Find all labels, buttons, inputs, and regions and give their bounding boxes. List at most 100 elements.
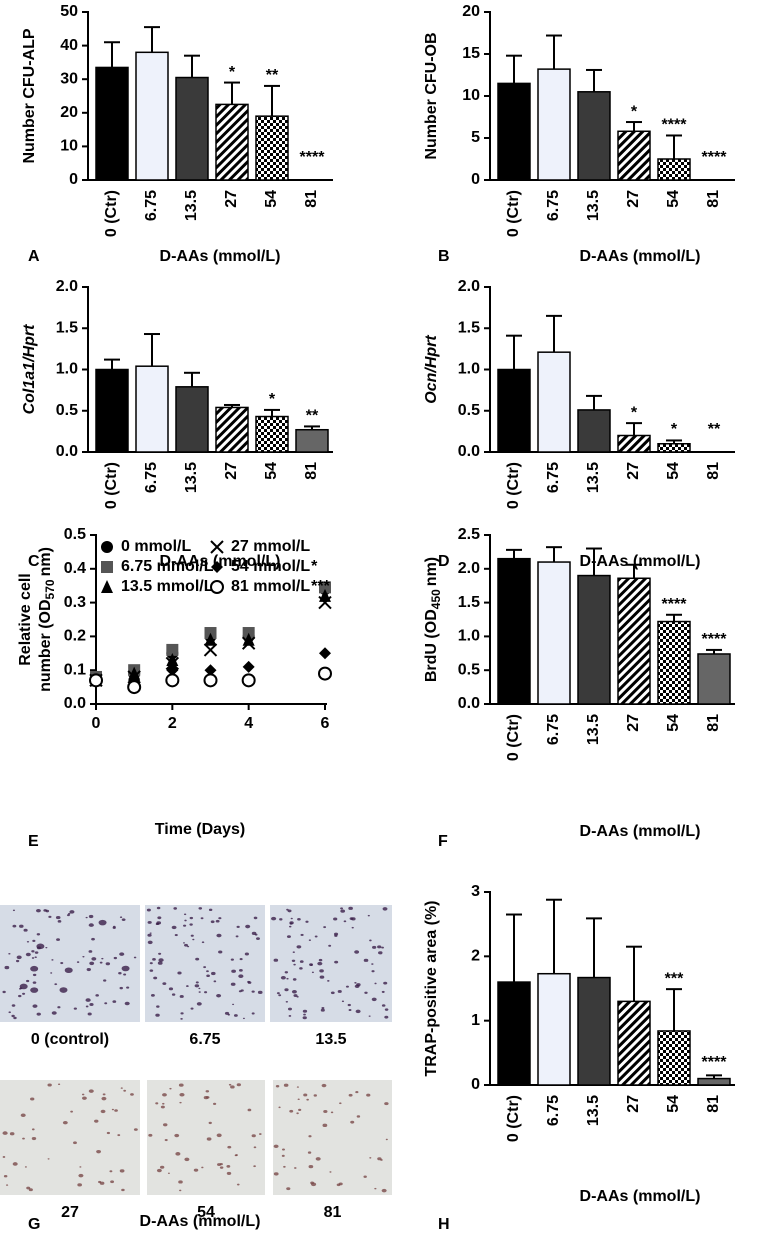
image-caption: 6.75 [189, 1031, 220, 1048]
stained-cell [149, 969, 154, 972]
x-axis-label: D-AAs (mmol/L) [140, 1213, 261, 1230]
stained-cell [180, 1012, 184, 1015]
stained-cell [156, 921, 162, 925]
stained-cell [89, 961, 95, 966]
stained-cell [36, 1012, 41, 1016]
stained-cell [158, 952, 162, 955]
x-tick-label: 0 [92, 715, 101, 732]
x-tick-label: 6.75 [143, 462, 160, 493]
stained-cell [318, 958, 323, 962]
stained-cell [182, 942, 186, 944]
stained-cell [278, 1106, 281, 1109]
stained-cell [22, 1137, 25, 1140]
bar [697, 1077, 731, 1086]
stained-cell [30, 965, 39, 972]
stained-cell [381, 990, 385, 993]
x-tick-label: 6.75 [545, 190, 562, 221]
stained-cell [201, 941, 205, 944]
stained-cell [329, 1171, 332, 1173]
stained-cell [253, 1165, 256, 1168]
stained-cell [351, 926, 354, 929]
stained-cell [348, 1093, 353, 1097]
stained-cell [345, 985, 349, 988]
stained-cell [195, 957, 200, 961]
stained-cell [91, 957, 97, 961]
y-axis-label: number (OD570 nm) [37, 547, 57, 692]
y-axis-label-part: 450 [429, 589, 443, 609]
stained-cell [383, 981, 388, 985]
stained-cell [62, 1121, 68, 1125]
stained-cell [180, 1017, 183, 1020]
y-tick-label: 2.0 [458, 560, 480, 577]
stained-cell [47, 1158, 50, 1160]
stained-cell [371, 970, 375, 973]
stained-cell [238, 990, 242, 993]
x-tick-label: 0 (Ctr) [505, 1095, 522, 1142]
stained-cell [60, 961, 64, 965]
stained-cell [216, 933, 222, 938]
x-tick-label: 54 [665, 462, 682, 480]
stained-cell [150, 994, 155, 997]
point [166, 643, 179, 656]
stained-cell [258, 1133, 262, 1135]
bar [617, 1000, 651, 1086]
point [241, 636, 256, 650]
stained-cell [184, 919, 187, 922]
stained-cell [371, 997, 377, 1002]
stained-cell [19, 924, 24, 928]
y-tick-label: 1 [471, 1012, 480, 1029]
stained-cell [112, 1000, 117, 1003]
stained-cell [160, 1105, 165, 1109]
stained-cell [189, 923, 193, 926]
legend-label: 54 mmol/L [231, 558, 310, 575]
point [204, 632, 217, 646]
stained-cell [291, 990, 297, 994]
stained-cell [239, 968, 243, 972]
y-axis-label: Relative cell [17, 573, 34, 666]
stained-cell [283, 1083, 289, 1087]
x-axis-label: Time (Days) [155, 821, 245, 838]
point [203, 643, 218, 657]
stained-cell [147, 920, 152, 924]
stained-cell [31, 1128, 35, 1131]
bar [657, 443, 691, 453]
panel-letter: E [28, 833, 39, 850]
stained-cell [3, 1174, 8, 1178]
image-caption: 0 (control) [31, 1031, 109, 1048]
point [128, 666, 141, 680]
point [319, 647, 331, 660]
stained-cell [169, 1087, 172, 1090]
stained-cell [235, 935, 239, 938]
stained-cell [333, 917, 338, 921]
stained-cell [78, 1173, 84, 1178]
image-caption: 54 [197, 1204, 215, 1221]
stained-cell [328, 944, 332, 947]
stained-cell [36, 933, 41, 936]
bar [697, 653, 731, 705]
legend-label: 27 mmol/L [231, 538, 310, 555]
stained-cell [226, 1171, 232, 1175]
bar [497, 368, 531, 453]
stained-cell [102, 1093, 106, 1096]
stained-cell [179, 995, 184, 998]
stained-cell [213, 980, 217, 983]
y-tick-label: 1.5 [458, 594, 480, 611]
y-tick-label: 15 [462, 45, 480, 62]
stained-cell [381, 1188, 387, 1193]
significance: ** [708, 421, 721, 438]
stained-cell [148, 1133, 153, 1137]
y-tick-label: 0.3 [64, 594, 86, 611]
stained-cell [51, 1011, 57, 1015]
stained-cell [146, 908, 151, 912]
x-tick-label: 81 [705, 1095, 722, 1113]
stained-cell [101, 957, 104, 960]
stained-cell [173, 907, 178, 910]
stained-cell [55, 915, 61, 920]
stained-cell [354, 950, 360, 954]
stained-cell [105, 962, 111, 966]
stained-cell [236, 1083, 241, 1087]
point [242, 632, 255, 646]
stained-cell [317, 961, 323, 966]
stained-cell [340, 907, 343, 910]
stained-cell [85, 1005, 89, 1008]
